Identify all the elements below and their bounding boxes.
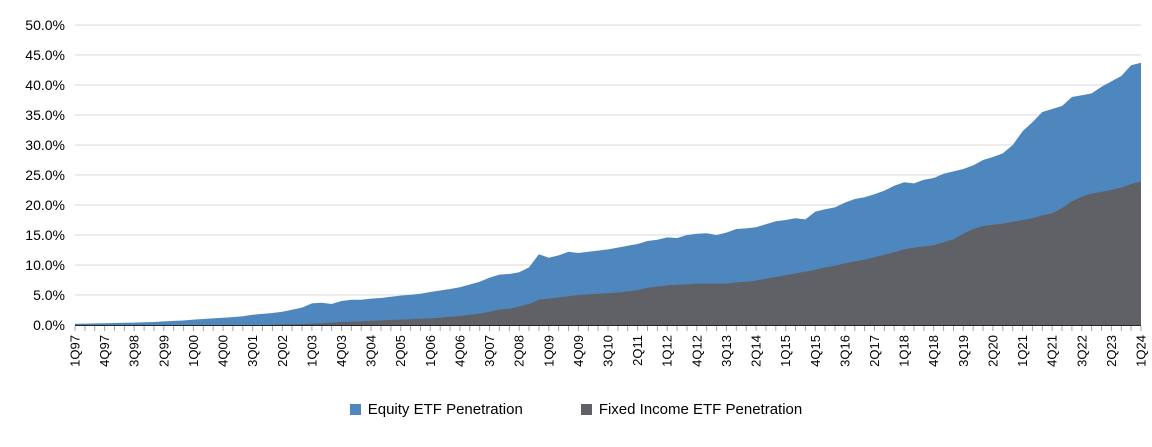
x-axis-tick-label: 1Q18 bbox=[897, 335, 912, 367]
x-axis-tick-label: 3Q10 bbox=[601, 335, 616, 367]
x-axis-tick-label: 4Q00 bbox=[216, 335, 231, 367]
y-axis-tick-label: 30.0% bbox=[25, 137, 65, 153]
x-axis-tick-label: 4Q03 bbox=[334, 335, 349, 367]
x-axis-tick-label: 4Q21 bbox=[1045, 335, 1060, 367]
x-axis-tick-label: 3Q01 bbox=[245, 335, 260, 367]
x-axis-tick-label: 3Q98 bbox=[127, 335, 142, 367]
fixed-income-series-swatch bbox=[580, 404, 592, 415]
x-axis-tick-label: 3Q16 bbox=[837, 335, 852, 367]
y-axis-tick-label: 5.0% bbox=[33, 287, 65, 303]
x-axis-tick-label: 1Q06 bbox=[423, 335, 438, 367]
x-axis-tick-label: 4Q97 bbox=[97, 335, 112, 367]
x-axis-tick-label: 4Q15 bbox=[808, 335, 823, 367]
y-axis-tick-label: 0.0% bbox=[33, 317, 65, 333]
x-axis-tick-label: 1Q21 bbox=[1015, 335, 1030, 367]
y-axis-tick-label: 35.0% bbox=[25, 107, 65, 123]
legend-item-fixed-income: Fixed Income ETF Penetration bbox=[580, 401, 803, 418]
x-axis-tick-label: 2Q05 bbox=[393, 335, 408, 367]
x-axis-tick-label: 3Q22 bbox=[1074, 335, 1089, 367]
x-axis-tick-label: 3Q19 bbox=[956, 335, 971, 367]
x-axis-tick-label: 1Q00 bbox=[186, 335, 201, 367]
x-axis-tick-label: 1Q03 bbox=[304, 335, 319, 367]
y-axis-tick-label: 50.0% bbox=[25, 17, 65, 33]
x-axis-tick-label: 2Q99 bbox=[156, 335, 171, 367]
x-axis-tick-label: 4Q06 bbox=[452, 335, 467, 367]
legend-label-equity: Equity ETF Penetration bbox=[367, 401, 523, 418]
y-axis-tick-label: 10.0% bbox=[25, 257, 65, 273]
x-axis-tick-label: 2Q02 bbox=[275, 335, 290, 367]
y-axis-tick-label: 20.0% bbox=[25, 197, 65, 213]
chart-legend: Equity ETF Penetration Fixed Income ETF … bbox=[0, 401, 1152, 418]
x-axis-tick-label: 3Q07 bbox=[482, 335, 497, 367]
x-axis-tick-label: 3Q04 bbox=[364, 335, 379, 367]
x-axis-tick-label: 1Q97 bbox=[68, 335, 83, 367]
x-axis-tick-label: 1Q15 bbox=[778, 335, 793, 367]
fixed-income-area bbox=[75, 181, 1141, 325]
y-axis-tick-label: 15.0% bbox=[25, 227, 65, 243]
y-axis-tick-label: 25.0% bbox=[25, 167, 65, 183]
legend-label-fixed-income: Fixed Income ETF Penetration bbox=[598, 401, 803, 418]
x-axis-tick-label: 2Q23 bbox=[1104, 335, 1119, 367]
x-axis-tick-label: 4Q18 bbox=[926, 335, 941, 367]
x-axis-tick-label: 4Q12 bbox=[689, 335, 704, 367]
x-axis-tick-label: 2Q14 bbox=[749, 335, 764, 367]
area-chart: 50.0% 45.0% 40.0% 35.0% 30.0% 25.0% 20.0% 15.0%… bbox=[25, 17, 1149, 367]
y-axis-tick-label: 45.0% bbox=[25, 47, 65, 63]
legend-item-equity: Equity ETF Penetration bbox=[349, 401, 523, 418]
x-axis-tick-label: 1Q24 bbox=[1134, 335, 1149, 367]
x-axis-tick-label: 4Q09 bbox=[571, 335, 586, 367]
x-axis-tick-label: 2Q20 bbox=[985, 335, 1000, 367]
x-axis-tick-label: 2Q11 bbox=[630, 335, 645, 366]
x-axis-tick-label: 1Q09 bbox=[541, 335, 556, 367]
x-axis-tick-label: 1Q12 bbox=[660, 335, 675, 367]
y-axis-tick-label: 40.0% bbox=[25, 77, 65, 93]
x-axis-tick-label: 2Q17 bbox=[867, 335, 882, 367]
x-axis-tick-label: 2Q08 bbox=[512, 335, 527, 367]
equity-series-swatch bbox=[349, 404, 361, 415]
x-axis-tick-label: 3Q13 bbox=[719, 335, 734, 367]
